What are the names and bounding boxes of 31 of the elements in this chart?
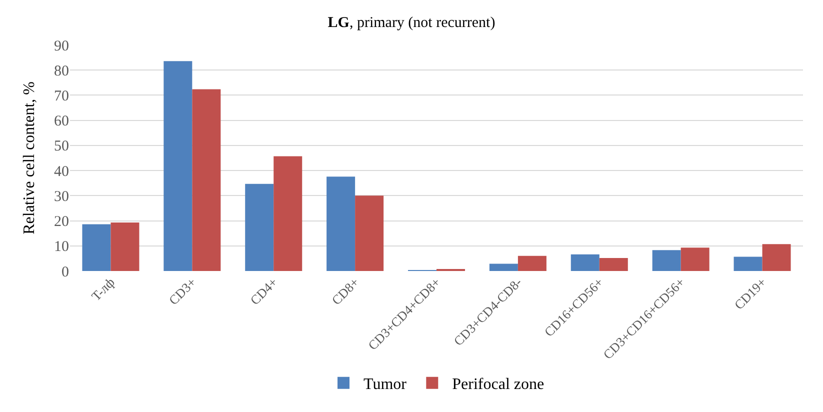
y-tick-label: 60 [54,114,69,130]
chart-title: LG, primary (not recurrent) [328,14,496,31]
bar [355,196,384,271]
y-axis-title: Relative cell content, % [20,82,38,234]
bar [110,222,140,271]
bar [82,224,111,271]
legend-label: Tumor [364,376,408,394]
y-tick-label: 90 [54,38,69,54]
bar [274,156,302,271]
bar [164,61,192,271]
y-tick-label: 0 [62,264,69,280]
bar [245,184,274,271]
bar [680,248,710,271]
y-tick-label: 40 [54,164,69,180]
bar [326,176,356,271]
x-tick-label: T-лф [88,274,118,304]
y-tick-label: 70 [54,88,69,104]
bar [192,89,221,271]
bar [489,264,518,271]
bar [762,244,791,271]
y-tick-label: 10 [54,239,69,256]
y-tick-label: 50 [54,138,69,155]
y-tick-label: 30 [54,188,69,205]
bar [570,254,600,271]
y-tick-label: 20 [54,214,69,230]
bar [518,256,546,271]
bar [734,256,762,271]
legend-label: Perifocal zone [452,376,544,394]
bar [652,250,681,271]
bar [599,258,628,271]
y-tick-label: 80 [54,63,69,80]
